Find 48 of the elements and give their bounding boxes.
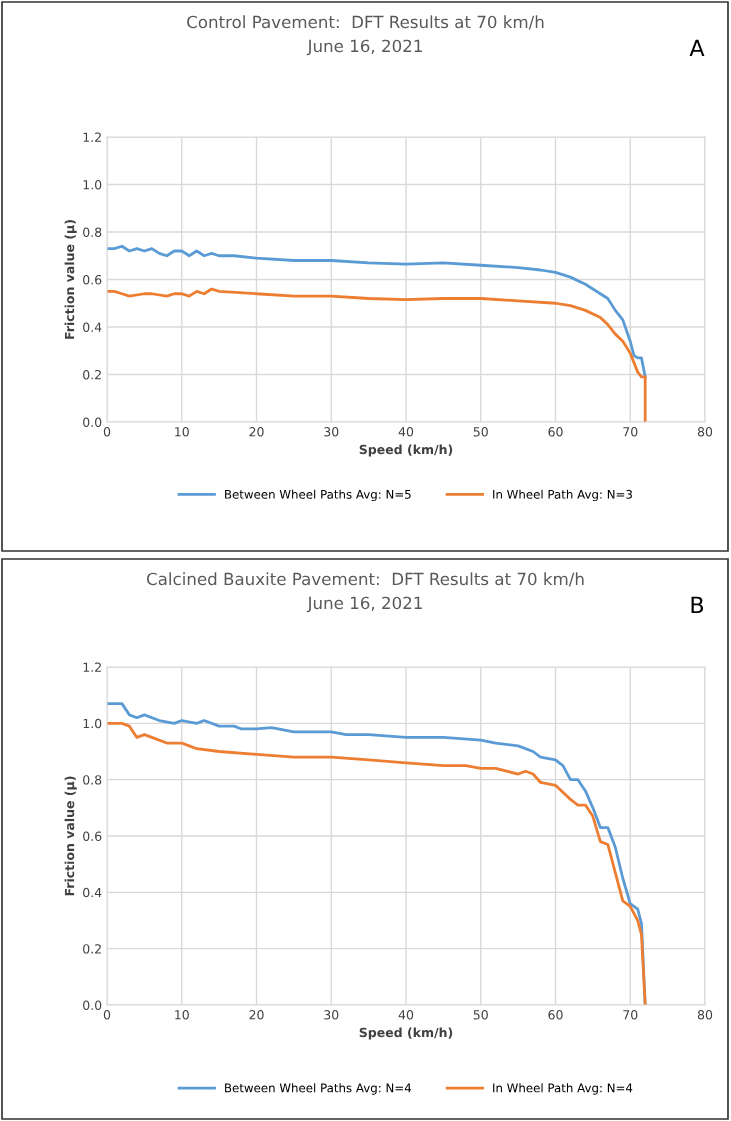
- y-tick-label: 0.8: [83, 227, 102, 237]
- x-tick-label: 80: [697, 1010, 713, 1020]
- x-tick-label: 10: [175, 1010, 189, 1020]
- chart-title: Calcined Bauxite Pavement: DFT Results at 70 km/h: [146, 572, 584, 587]
- x-tick-label: 70: [623, 427, 638, 437]
- line-series: [107, 244, 647, 379]
- y-tick-label: 0.4: [83, 322, 102, 332]
- y-tick-label: 1.0: [83, 179, 102, 190]
- legend-label: Between Wheel Paths Avg: N=5: [225, 489, 411, 502]
- x-tick-label: 80: [697, 427, 713, 437]
- chart-title: Control Pavement: DFT Results at 70 km/h: [187, 15, 544, 30]
- y-tick-label: 1.2: [83, 132, 101, 142]
- y-tick-label: 0.8: [83, 775, 102, 785]
- x-tick-label: 30: [324, 427, 339, 437]
- y-tick-label: 0.2: [83, 944, 101, 954]
- y-tick-label: 0.6: [83, 831, 102, 841]
- x-axis-title: Speed (km/h): [359, 1027, 453, 1040]
- legend-label: In Wheel Path Avg: N=4: [493, 1083, 633, 1095]
- x-tick-label: 40: [398, 427, 414, 437]
- x-tick-label: 30: [324, 1010, 339, 1020]
- x-tick-label: 20: [249, 1010, 264, 1020]
- y-tick-label: 0.0: [83, 1000, 102, 1010]
- x-tick-label: 60: [548, 427, 563, 437]
- x-tick-label: 50: [473, 1010, 488, 1020]
- text: A: [689, 39, 705, 56]
- x-tick-label: 70: [623, 1010, 638, 1020]
- y-tick-label: 0.2: [83, 369, 101, 380]
- legend-label: In Wheel Path Avg: N=3: [493, 489, 632, 502]
- chart-subtitle: June 16, 2021: [306, 39, 422, 56]
- text: B: [691, 596, 704, 613]
- x-tick-label: 60: [548, 1010, 563, 1020]
- x-tick-label: 20: [249, 427, 264, 437]
- y-tick-label: 1.0: [83, 718, 102, 729]
- chart-subtitle: June 16, 2021: [306, 596, 422, 613]
- x-tick-label: 50: [473, 427, 488, 437]
- legend-label: Between Wheel Paths Avg: N=4: [225, 1083, 412, 1095]
- line-series: [107, 287, 647, 422]
- y-tick-label: 1.2: [83, 662, 101, 672]
- x-tick-label: 0: [103, 427, 111, 437]
- x-axis-title: Speed (km/h): [359, 444, 453, 457]
- y-tick-label: 0.6: [83, 274, 102, 285]
- x-tick-label: 10: [175, 427, 189, 437]
- y-axis-title: Friction value (µ): [64, 776, 77, 896]
- y-axis-title: Friction value (µ): [64, 220, 77, 339]
- y-tick-label: 0.0: [83, 417, 102, 427]
- x-tick-label: 40: [398, 1010, 414, 1020]
- y-tick-label: 0.4: [83, 887, 102, 898]
- x-tick-label: 0: [103, 1010, 111, 1020]
